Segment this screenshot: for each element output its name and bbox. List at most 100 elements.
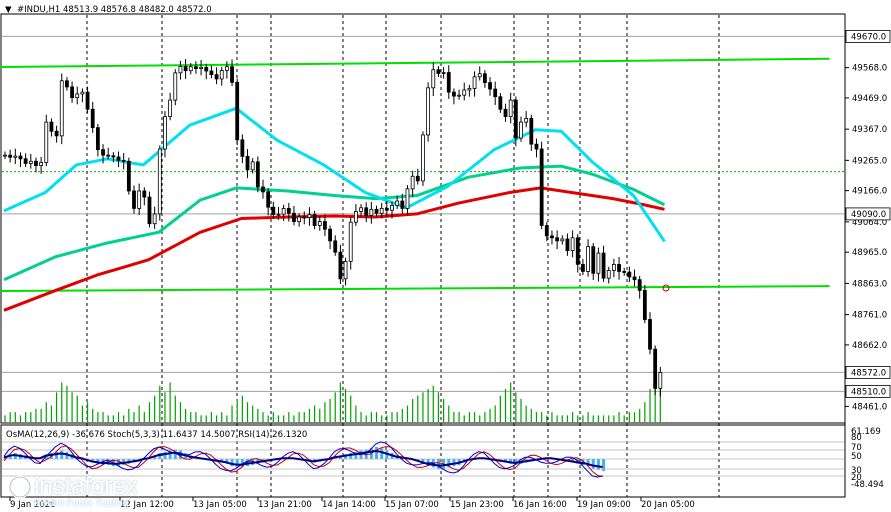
candle-body <box>591 246 596 274</box>
candle-body <box>457 94 461 97</box>
candle-body <box>137 190 142 209</box>
candle-body <box>529 118 534 145</box>
candle-body <box>410 175 415 190</box>
candle-body <box>555 237 560 242</box>
candle-body <box>400 200 405 209</box>
candle-body <box>421 134 425 182</box>
time-tick-label: 15 Jan 23:00 <box>450 500 504 510</box>
candle-body <box>101 149 105 156</box>
header-arrow-icon[interactable]: ▼ <box>5 5 12 15</box>
candle-body <box>8 154 13 158</box>
candle-body <box>80 91 85 95</box>
price-tags: 49670.0 49090.0 48572.0 48510.0 <box>845 30 891 398</box>
candle-body <box>39 162 44 166</box>
candle-body <box>116 156 121 161</box>
candle-body <box>286 208 291 214</box>
candle-body <box>250 161 255 171</box>
candle-body <box>653 348 658 389</box>
candle-body <box>28 160 33 164</box>
candle-body <box>488 82 492 90</box>
time-tick-label: 14 Jan 14:00 <box>322 500 376 510</box>
candle-body <box>560 238 565 242</box>
candle-body <box>209 70 214 76</box>
indicator-axis-label: 30 <box>851 466 862 476</box>
price-tick-label: 49064.0 <box>852 218 887 228</box>
candle-body <box>59 80 64 137</box>
time-tick-label: 19 Jan 09:00 <box>577 500 631 510</box>
candle-body <box>152 213 157 225</box>
candle-body <box>622 271 627 273</box>
time-axis: 9 Jan 2026 12 Jan 12:00 13 Jan 05:00 13 Jan… <box>9 497 695 510</box>
candle-body <box>611 264 616 271</box>
price-tag-box <box>845 366 891 379</box>
horizontal-lines <box>2 35 844 392</box>
candle-body <box>333 240 338 253</box>
candle-body <box>106 154 111 157</box>
candle-body <box>240 139 245 157</box>
price-axis: 49568.0 49469.0 49367.0 49265.0 49166.0 49064… <box>845 64 887 412</box>
candle-body <box>539 148 544 226</box>
indicator-axis-label: 61.169 <box>851 427 881 437</box>
candle-body <box>570 237 575 252</box>
candle-body <box>302 216 307 219</box>
candle-body <box>178 66 183 74</box>
candle-body <box>390 204 394 211</box>
candle-body <box>395 200 400 206</box>
candle-body <box>477 73 482 78</box>
time-tick-label: 16 Jan 16:00 <box>513 500 567 510</box>
candle-body <box>596 252 601 274</box>
candle-body <box>384 208 389 211</box>
price-tick-label: 48965.0 <box>852 248 887 258</box>
candle-body <box>266 191 271 208</box>
candle-body <box>194 66 198 69</box>
candle-body <box>245 155 250 171</box>
candle-body <box>575 237 580 265</box>
price-tick-label: 49469.0 <box>852 94 887 104</box>
candle-body <box>503 108 508 117</box>
candle-body <box>328 228 332 242</box>
candle-body <box>472 76 477 89</box>
time-tick-label: 13 Jan 21:00 <box>258 500 312 510</box>
time-tick-label: 9 Jan 2026 <box>10 500 56 510</box>
price-tag-box <box>845 30 891 43</box>
candles <box>3 59 663 397</box>
candle-body <box>65 80 69 88</box>
candle-body <box>658 372 663 389</box>
candle-body <box>292 212 296 222</box>
candle-body <box>188 66 193 72</box>
candle-body <box>281 208 286 215</box>
candle-body <box>199 66 203 69</box>
indicator-axis-label: 70 <box>851 443 862 453</box>
candle-body <box>173 72 178 101</box>
indicator-axis-label: 20 <box>851 473 862 483</box>
candle-body <box>374 208 379 214</box>
indicator-axis-label: 50 <box>851 452 862 462</box>
candle-body <box>436 69 441 74</box>
candle-body <box>359 207 363 212</box>
indicator-axis-label: -48.494 <box>851 480 884 490</box>
candle-body <box>338 251 343 280</box>
candle-body <box>426 87 431 136</box>
price-tag-box <box>845 207 891 221</box>
price-channel <box>0 57 830 293</box>
candle-body <box>255 161 260 188</box>
ma-slow-line <box>3 186 665 312</box>
price-tag-label: 48510.0 <box>851 387 886 397</box>
stoch-signal-line <box>3 445 603 478</box>
indicator-frame <box>0 424 846 498</box>
candle-body <box>431 69 436 89</box>
candle-body <box>34 160 38 166</box>
candle-body <box>446 72 451 93</box>
candle-body <box>13 155 18 158</box>
candle-body <box>235 81 240 141</box>
instaforex-logo: instaforex Instant Forex Trading <box>4 472 204 512</box>
candle-body <box>297 216 302 222</box>
price-tick-label: 49367.0 <box>852 125 887 135</box>
candle-body <box>121 159 126 162</box>
candle-body <box>90 108 95 129</box>
candle-body <box>482 73 487 84</box>
channel-upper-line <box>0 57 830 69</box>
